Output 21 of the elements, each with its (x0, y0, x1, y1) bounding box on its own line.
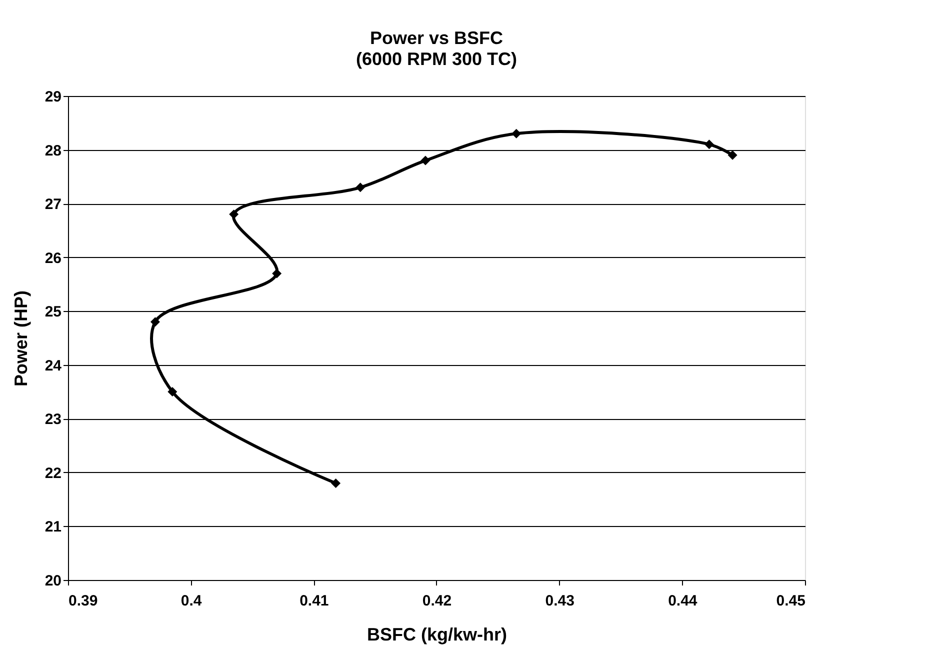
chart-title: Power vs BSFC (370, 28, 504, 48)
y-tick-label: 24 (44, 357, 62, 374)
x-tick-label: 0.42 (422, 592, 452, 610)
x-tick-label: 0.44 (668, 592, 698, 610)
y-tick-label: 29 (44, 88, 62, 106)
y-tick-label: 26 (44, 250, 62, 267)
x-tick-label: 0.4 (180, 592, 202, 610)
x-tick-label: 0.41 (300, 592, 329, 610)
x-tick-label: 0.39 (68, 592, 98, 610)
y-tick-label: 27 (44, 196, 62, 214)
y-tick-label: 22 (44, 464, 62, 482)
y-axis-title: Power (HP) (10, 290, 31, 387)
x-axis-title: BSFC (kg/kw-hr) (366, 624, 508, 644)
x-tick-label: 0.43 (545, 592, 574, 610)
y-tick-label: 23 (44, 411, 62, 428)
x-tick-label: 0.45 (776, 592, 806, 610)
y-tick-label: 21 (44, 518, 62, 536)
y-tick-label: 28 (44, 142, 62, 160)
y-tick-label: 25 (44, 304, 62, 321)
y-tick-label: 20 (44, 572, 62, 590)
chart-subtitle: (6000 RPM 300 TC) (356, 49, 518, 69)
